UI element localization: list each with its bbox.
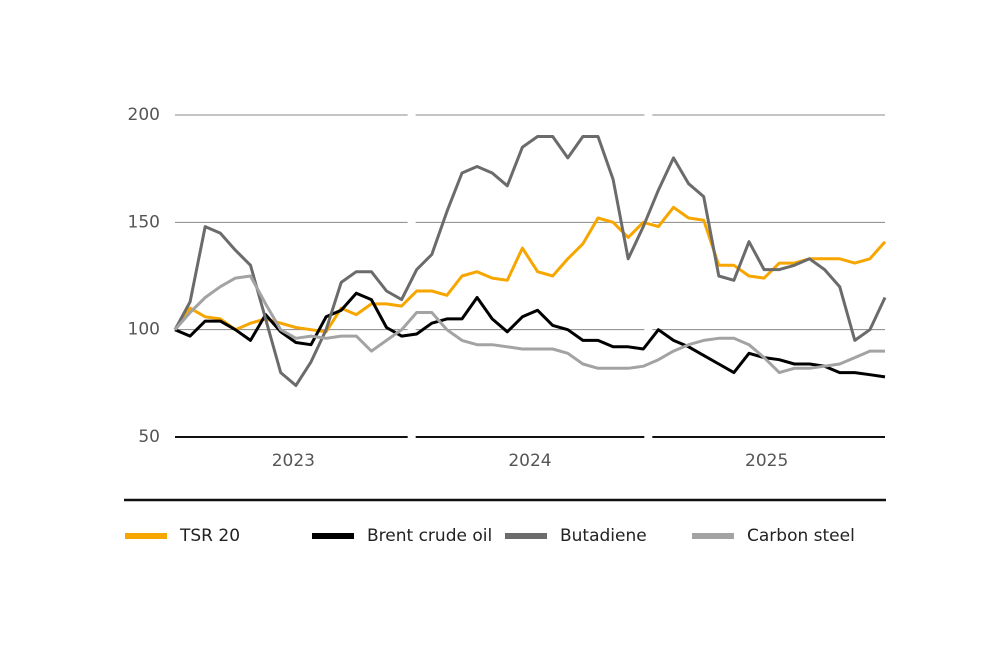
- y-tick-label: 100: [128, 320, 160, 340]
- series-line: [173, 205, 887, 334]
- y-tick-label: 200: [128, 105, 160, 125]
- y-tick-label: 50: [138, 427, 160, 447]
- legend-label: Carbon steel: [747, 526, 855, 546]
- y-tick-label: 150: [128, 212, 160, 232]
- legend: TSR 20 Brent crude oil Butadiene Carbon ste…: [125, 526, 855, 546]
- x-tick-label: 2025: [745, 451, 788, 471]
- legend-label: TSR 20: [179, 526, 240, 546]
- series-line: [173, 274, 885, 375]
- x-tick-label: 2024: [508, 451, 551, 471]
- legend-label: Brent crude oil: [367, 526, 492, 546]
- x-tick-label: 2023: [272, 451, 315, 471]
- legend-label: Butadiene: [560, 526, 647, 546]
- series-line: [174, 291, 886, 379]
- series-line: [173, 135, 887, 387]
